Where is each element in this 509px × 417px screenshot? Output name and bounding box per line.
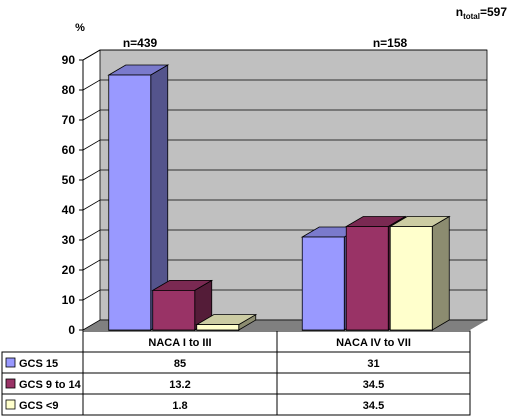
bar-front [108,74,152,331]
bar [388,215,451,331]
y-tick-label: 40 [62,203,76,217]
gridline [82,79,487,91]
legend-swatch [5,357,16,368]
y-axis-top-edge [82,49,101,61]
y-tick-label: 10 [62,293,76,307]
bar-front [196,324,240,331]
bar-side [431,215,450,331]
bar-front [152,289,196,331]
y-tick-label: 60 [62,143,76,157]
bar-front [389,226,433,331]
y-tick-label: 90 [62,53,76,67]
bar-front [345,226,389,331]
data-label: 1.8 [172,400,187,412]
data-label: 34.5 [363,379,384,391]
legend-label: GCS <9 [19,400,58,412]
data-label: 34.5 [363,400,384,412]
gridline [82,109,487,121]
bars [107,64,451,331]
y-tick-label: 50 [62,173,76,187]
legend-swatch [5,378,16,389]
data-label: 31 [367,358,379,370]
gridline [82,199,487,211]
y-tick-label: 30 [62,233,76,247]
total-count-note: ntotal=597 [456,5,508,21]
y-tick-label: 80 [62,83,76,97]
data-table: NACA I to III NACA IV to VII GCS 15 85 31 GCS… [1,330,471,416]
bar [195,313,258,331]
bar-front [301,236,345,331]
y-axis: 0 10 20 30 40 50 60 70 80 90 [62,49,101,337]
y-tick-label: 20 [62,263,76,277]
data-label: 85 [174,358,186,370]
group-n-label: n=439 [123,36,158,50]
plot-area: 0 10 20 30 40 50 60 70 80 90 [62,49,488,337]
y-axis-label: % [75,22,85,34]
gridline [82,139,487,151]
bar [107,64,170,331]
table-body [1,351,471,416]
group-n-label: n=158 [373,36,408,50]
legend-swatch [5,399,16,410]
x-category-label: NACA I to III [148,337,211,349]
x-category-label: NACA IV to VII [336,337,411,349]
legend-label: GCS 15 [19,358,58,370]
group-counts: n=439 n=158 [123,36,408,50]
data-label: 13.2 [169,379,190,391]
gridline [82,169,487,181]
legend-label: GCS 9 to 14 [19,379,82,391]
bar [151,279,214,331]
y-tick-label: 0 [68,323,75,337]
y-tick-label: 70 [62,113,76,127]
